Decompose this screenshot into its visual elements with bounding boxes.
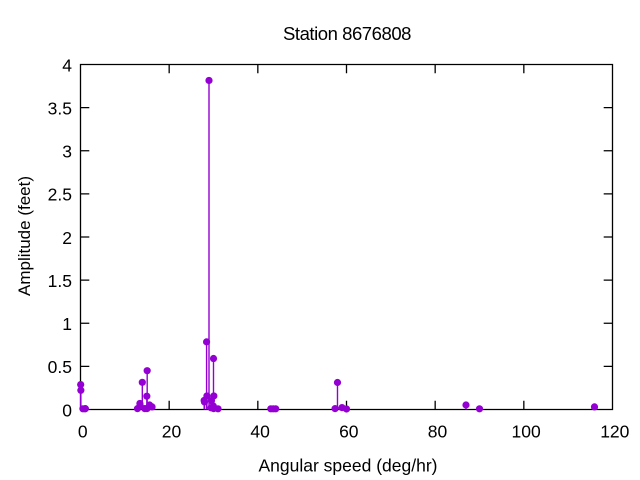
svg-text:0: 0 (78, 422, 88, 442)
svg-text:4: 4 (62, 55, 72, 75)
svg-text:Angular speed (deg/hr): Angular speed (deg/hr) (259, 456, 438, 476)
svg-text:2: 2 (62, 228, 72, 248)
svg-text:Station 8676808: Station 8676808 (283, 23, 411, 44)
svg-text:80: 80 (428, 422, 448, 442)
svg-text:1: 1 (62, 314, 72, 334)
svg-text:3: 3 (62, 142, 72, 162)
svg-text:60: 60 (339, 422, 359, 442)
svg-text:1.5: 1.5 (48, 271, 72, 291)
svg-text:20: 20 (162, 422, 182, 442)
svg-text:100: 100 (512, 422, 541, 442)
svg-text:2.5: 2.5 (48, 185, 72, 205)
svg-text:40: 40 (250, 422, 270, 442)
svg-text:0: 0 (62, 400, 72, 420)
svg-text:3.5: 3.5 (48, 98, 72, 118)
svg-text:120: 120 (600, 422, 629, 442)
svg-text:Amplitude (feet): Amplitude (feet) (15, 176, 34, 296)
svg-text:0.5: 0.5 (48, 357, 72, 377)
